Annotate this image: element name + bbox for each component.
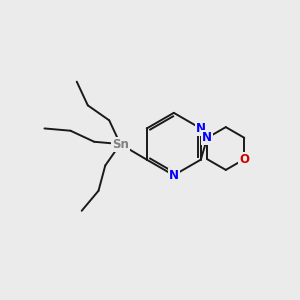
Text: N: N: [169, 169, 179, 182]
Text: N: N: [202, 131, 212, 144]
Text: N: N: [196, 122, 206, 135]
Text: O: O: [239, 153, 249, 166]
Text: Sn: Sn: [112, 138, 129, 151]
